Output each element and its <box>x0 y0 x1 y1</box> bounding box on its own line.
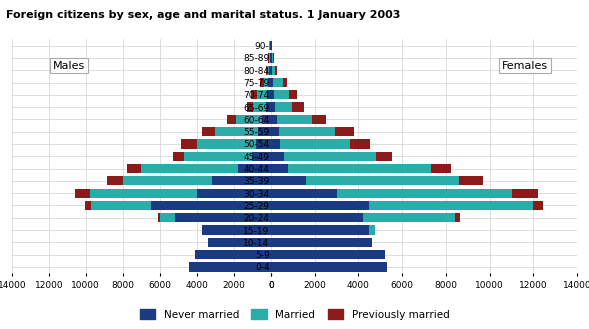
Bar <box>369 225 375 235</box>
Bar <box>250 90 257 99</box>
Bar <box>253 103 266 112</box>
Bar <box>173 152 184 161</box>
Bar <box>280 139 350 149</box>
Bar <box>271 78 273 87</box>
Bar <box>227 115 236 124</box>
Bar <box>271 176 306 186</box>
Bar <box>175 213 271 222</box>
Bar <box>257 90 267 99</box>
Bar <box>271 225 369 235</box>
Bar <box>534 201 543 210</box>
Bar <box>271 127 279 136</box>
Bar <box>271 139 280 149</box>
Bar <box>271 152 284 161</box>
Bar <box>151 201 271 210</box>
Bar <box>376 152 392 161</box>
Text: Females: Females <box>502 61 548 70</box>
Bar <box>184 152 253 161</box>
Bar <box>271 213 363 222</box>
Bar <box>266 65 267 75</box>
Bar <box>270 53 271 63</box>
Text: Males: Males <box>52 61 85 70</box>
Bar <box>266 103 271 112</box>
Bar <box>195 250 271 259</box>
Bar <box>267 90 271 99</box>
Bar <box>216 127 258 136</box>
Bar <box>203 225 271 235</box>
Bar <box>271 41 272 50</box>
Bar <box>123 176 211 186</box>
Bar <box>236 115 262 124</box>
Bar <box>272 53 273 63</box>
Bar <box>283 78 287 87</box>
Bar <box>273 65 275 75</box>
Legend: Never married, Married, Previously married: Never married, Married, Previously marri… <box>135 305 454 324</box>
Bar <box>271 90 274 99</box>
Bar <box>289 90 297 99</box>
Bar <box>269 65 271 75</box>
Bar <box>271 189 336 198</box>
Bar <box>269 53 270 63</box>
Bar <box>459 176 483 186</box>
Bar <box>85 201 91 210</box>
Bar <box>289 164 431 173</box>
Bar <box>141 164 237 173</box>
Bar <box>350 139 370 149</box>
Bar <box>271 65 273 75</box>
Bar <box>190 262 271 271</box>
Bar <box>284 152 376 161</box>
Bar <box>271 164 289 173</box>
Bar <box>127 164 141 173</box>
Bar <box>369 201 534 210</box>
Bar <box>275 103 292 112</box>
Text: Foreign citizens by sex, age and marital status. 1 January 2003: Foreign citizens by sex, age and marital… <box>6 10 401 20</box>
Bar <box>262 115 271 124</box>
Bar <box>271 115 277 124</box>
Bar <box>292 103 305 112</box>
Bar <box>271 53 272 63</box>
Bar <box>336 127 354 136</box>
Bar <box>181 139 197 149</box>
Bar <box>431 164 451 173</box>
Bar <box>208 238 271 247</box>
Bar <box>271 103 275 112</box>
Bar <box>273 78 283 87</box>
Bar <box>363 213 455 222</box>
Bar <box>279 127 336 136</box>
Bar <box>271 201 369 210</box>
Bar <box>75 189 90 198</box>
Bar <box>271 250 385 259</box>
Bar <box>275 65 277 75</box>
Bar <box>253 152 271 161</box>
Bar <box>197 189 271 198</box>
Bar <box>268 78 271 87</box>
Bar <box>267 65 269 75</box>
Bar <box>256 139 271 149</box>
Bar <box>312 115 326 124</box>
Bar <box>258 127 271 136</box>
Bar <box>263 78 268 87</box>
Bar <box>277 115 312 124</box>
Bar <box>91 201 151 210</box>
Bar <box>160 213 175 222</box>
Bar <box>237 164 271 173</box>
Bar <box>158 213 160 222</box>
Bar <box>211 176 271 186</box>
Bar <box>271 262 387 271</box>
Bar <box>270 41 271 50</box>
Bar <box>306 176 459 186</box>
Bar <box>455 213 460 222</box>
Bar <box>90 189 197 198</box>
Bar <box>274 90 289 99</box>
Bar <box>271 238 372 247</box>
Bar <box>201 127 216 136</box>
Bar <box>247 103 253 112</box>
Bar <box>260 78 263 87</box>
Bar <box>269 41 270 50</box>
Bar <box>107 176 123 186</box>
Bar <box>512 189 538 198</box>
Bar <box>336 189 512 198</box>
Bar <box>273 53 274 63</box>
Bar <box>197 139 256 149</box>
